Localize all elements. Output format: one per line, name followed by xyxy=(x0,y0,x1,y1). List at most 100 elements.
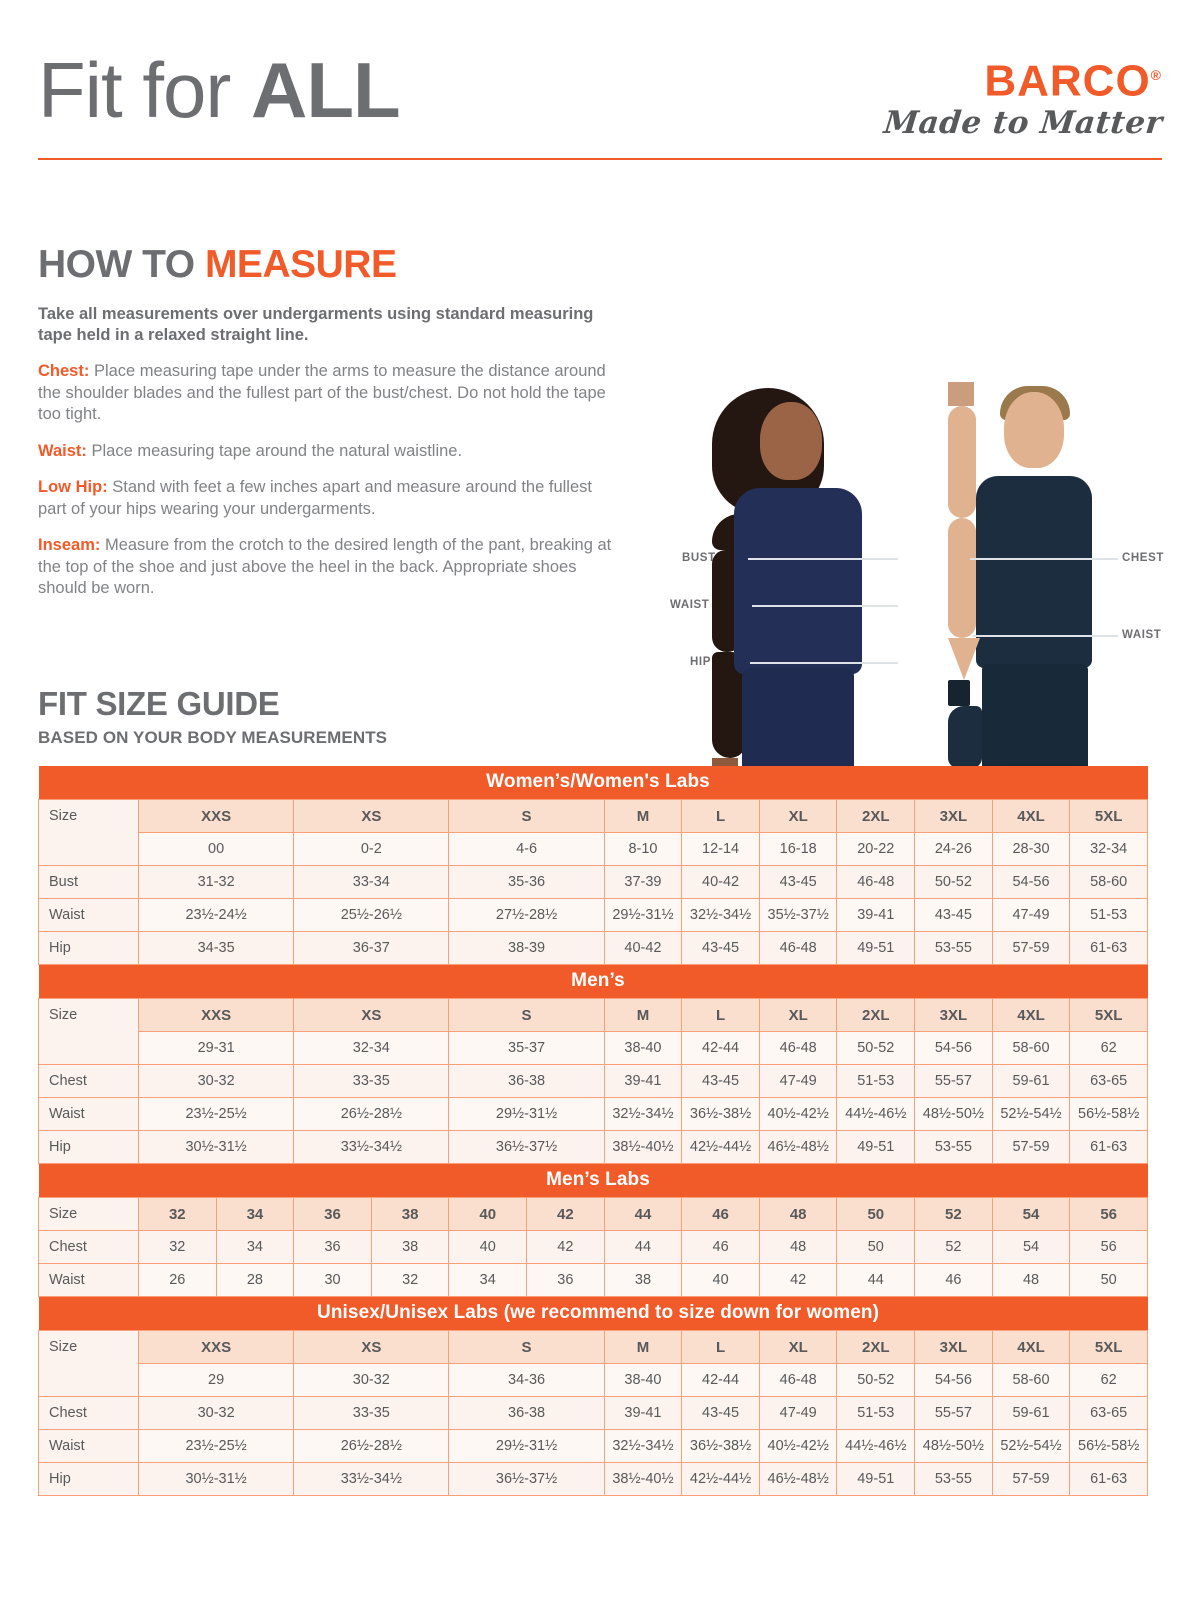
size-header-cell: 44 xyxy=(603,1197,683,1231)
photo-label-hip: HIP xyxy=(690,656,711,668)
registered-trademark-icon: ® xyxy=(1150,67,1162,83)
numeric-size-cell: 32-34 xyxy=(1069,832,1148,866)
size-header-cell: S xyxy=(448,1330,605,1364)
measure-item-low-hip-label: Low Hip: xyxy=(38,478,108,496)
size-header-cell: 40 xyxy=(448,1197,528,1231)
row-label: Bust xyxy=(38,865,139,899)
measurement-cell: 58-60 xyxy=(1069,865,1148,899)
row-label-numeric-size xyxy=(38,1031,139,1065)
measurement-cell: 36½-38½ xyxy=(681,1097,760,1131)
size-header-cell: 38 xyxy=(370,1197,450,1231)
measure-item-chest-label: Chest: xyxy=(38,362,90,380)
measurement-cell: 46 xyxy=(914,1263,993,1297)
table-banner-label: Men’s Labs xyxy=(38,1163,1148,1198)
size-tables-container: Women’s/Women's Labs Size XXS XS S M L XL 2XL 3XL… xyxy=(38,766,1148,1496)
row-label: Hip xyxy=(38,931,139,965)
size-header-cell: XS xyxy=(293,799,450,833)
table-row: Waist 23½-24½ 25½-26½ 27½-28½ 29½-31½ 32½-34½… xyxy=(38,898,1148,932)
measurement-cell: 39-41 xyxy=(603,1396,683,1430)
measurement-cell: 52½-54½ xyxy=(991,1429,1071,1463)
measurement-cell: 30½-31½ xyxy=(137,1462,295,1496)
measurement-cell: 48 xyxy=(758,1230,838,1264)
measurement-cell: 63-65 xyxy=(1069,1396,1148,1430)
measurement-cell: 39-41 xyxy=(836,898,916,932)
measure-item-inseam-text: Measure from the crotch to the desired l… xyxy=(38,536,612,597)
size-header-cell: S xyxy=(448,799,605,833)
measurement-cell: 59-61 xyxy=(991,1064,1071,1098)
numeric-size-cell: 42-44 xyxy=(681,1363,760,1397)
measurement-cell: 40 xyxy=(681,1263,760,1297)
numeric-size-cell: 30-32 xyxy=(293,1363,450,1397)
measure-item-waist-label: Waist: xyxy=(38,441,87,460)
numeric-size-cell: 4-6 xyxy=(448,832,605,866)
table-row: Chest 30-32 33-35 36-38 39-41 43-45 47-49 51-53… xyxy=(38,1396,1148,1430)
measurement-cell: 40½-42½ xyxy=(758,1429,838,1463)
row-label: Chest xyxy=(38,1396,139,1430)
numeric-size-cell: 58-60 xyxy=(991,1363,1071,1397)
measurement-cell: 38 xyxy=(370,1230,450,1264)
size-guide-table: Women’s/Women's Labs Size XXS XS S M L XL 2XL 3XL… xyxy=(38,766,1148,1496)
size-header-cell: 3XL xyxy=(914,998,993,1032)
measurement-cell: 33½-34½ xyxy=(293,1130,450,1164)
measurement-cell: 29½-31½ xyxy=(603,898,683,932)
table-banner-label: Women’s/Women's Labs xyxy=(38,766,1148,800)
numeric-size-cell: 24-26 xyxy=(914,832,993,866)
measurement-cell: 43-45 xyxy=(758,865,838,899)
measurement-cell: 51-53 xyxy=(836,1064,916,1098)
table-numeric-size-row: 29-31 32-34 35-37 38-40 42-44 46-48 50-52 54-56… xyxy=(38,1031,1148,1065)
measurement-cell: 33-34 xyxy=(293,865,450,899)
size-header-cell: XXS xyxy=(137,998,295,1032)
chest-guideline xyxy=(970,558,1118,560)
measurement-cell: 40-42 xyxy=(681,865,760,899)
measurement-cell: 32 xyxy=(370,1263,450,1297)
measurement-cell: 23½-25½ xyxy=(137,1429,295,1463)
male-head xyxy=(1004,392,1064,468)
numeric-size-cell: 42-44 xyxy=(681,1031,760,1065)
measurement-cell: 40½-42½ xyxy=(758,1097,838,1131)
size-header-cell: 36 xyxy=(293,1197,372,1231)
table-row: Hip 30½-31½ 33½-34½ 36½-37½ 38½-40½ 42½-44½ 46… xyxy=(38,1462,1148,1496)
numeric-size-cell: 58-60 xyxy=(991,1031,1071,1065)
size-header-cell: 42 xyxy=(526,1197,605,1231)
measurement-cell: 53-55 xyxy=(914,1462,993,1496)
size-header-cell: M xyxy=(603,799,683,833)
photo-label-waist-female: WAIST xyxy=(670,599,710,611)
measure-item-waist: Waist: Place measuring tape around the n… xyxy=(38,441,618,463)
measurement-cell: 42½-44½ xyxy=(681,1130,760,1164)
row-label-size: Size xyxy=(38,799,139,833)
row-label: Hip xyxy=(38,1462,139,1496)
row-label: Waist xyxy=(38,1263,139,1297)
size-header-cell: 2XL xyxy=(836,998,916,1032)
measure-item-low-hip: Low Hip: Stand with feet a few inches ap… xyxy=(38,477,618,520)
measurement-cell: 40-42 xyxy=(603,931,683,965)
measurement-cell: 34 xyxy=(448,1263,528,1297)
measurement-cell: 52 xyxy=(914,1230,993,1264)
heading-accent: MEASURE xyxy=(204,243,397,286)
size-header-cell: L xyxy=(681,799,760,833)
table-row: Bust 31-32 33-34 35-36 37-39 40-42 43-45 46-48 5… xyxy=(38,865,1148,899)
female-model-figure xyxy=(712,388,902,1284)
table-row: Waist 26 28 30 32 34 36 38 40 42 44 46 48 50 xyxy=(38,1263,1148,1297)
size-header-cell: 2XL xyxy=(836,799,916,833)
size-header-cell: 46 xyxy=(681,1197,760,1231)
measure-intro-text: Take all measurements over undergarments… xyxy=(38,305,594,344)
table-banner: Men’s Labs xyxy=(38,1163,1148,1198)
measurement-cell: 63-65 xyxy=(1069,1064,1148,1098)
measurement-cell: 32½-34½ xyxy=(603,1097,683,1131)
table-banner-label: Men’s xyxy=(38,964,1148,999)
size-header-cell: M xyxy=(603,1330,683,1364)
how-to-measure-section: HOW TO MEASURE Take all measurements ove… xyxy=(38,242,618,600)
size-header-cell: XXS xyxy=(137,1330,295,1364)
table-row: Chest 32 34 36 38 40 42 44 46 48 50 52 54 56 xyxy=(38,1230,1148,1264)
numeric-size-cell: 50-52 xyxy=(836,1363,916,1397)
table-numeric-size-row: 29 30-32 34-36 38-40 42-44 46-48 50-52 54-56 58-… xyxy=(38,1363,1148,1397)
row-label-size: Size xyxy=(38,1197,139,1231)
numeric-size-cell: 54-56 xyxy=(914,1031,993,1065)
numeric-size-cell: 20-22 xyxy=(836,832,916,866)
measurement-cell: 23½-25½ xyxy=(137,1097,295,1131)
size-header-cell: 5XL xyxy=(1069,1330,1148,1364)
size-header-cell: S xyxy=(448,998,605,1032)
measurement-cell: 46½-48½ xyxy=(758,1462,838,1496)
measurement-cell: 30-32 xyxy=(137,1064,295,1098)
